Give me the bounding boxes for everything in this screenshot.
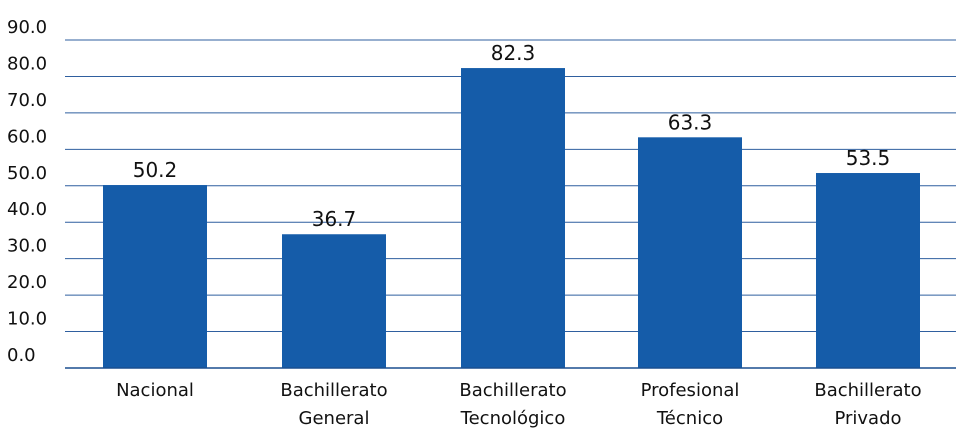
bar-0 bbox=[103, 185, 207, 368]
axis-layer: 0.0 10.0 20.0 30.0 40.0 50.0 60.0 70.0 80.0 90.0 N… bbox=[7, 17, 956, 429]
value-label-0: 50.2 bbox=[133, 158, 178, 182]
x-tick-label-3-line-1: Técnico bbox=[656, 408, 723, 429]
x-tick-label-3: Profesional Técnico bbox=[641, 380, 740, 429]
y-tick-label-1: 10.0 bbox=[7, 309, 47, 330]
bar-4 bbox=[816, 173, 920, 368]
x-tick-label-2-line-1: Tecnológico bbox=[460, 408, 566, 429]
bar-layer bbox=[103, 68, 920, 368]
x-tick-label-1-line-0: Bachillerato bbox=[280, 380, 387, 401]
y-tick-label-4: 40.0 bbox=[7, 199, 47, 220]
x-tick-label-3-line-0: Profesional bbox=[641, 380, 740, 401]
y-tick-label-7: 70.0 bbox=[7, 90, 47, 111]
bar-1 bbox=[282, 234, 386, 368]
x-tick-label-0: Nacional bbox=[116, 380, 194, 401]
y-tick-label-0: 0.0 bbox=[7, 345, 36, 366]
x-tick-label-2-line-0: Bachillerato bbox=[459, 380, 566, 401]
x-tick-label-2: Bachillerato Tecnológico bbox=[459, 380, 566, 429]
x-tick-label-4-line-1: Privado bbox=[834, 408, 901, 429]
y-tick-label-5: 50.0 bbox=[7, 163, 47, 184]
x-tick-label-4-line-0: Bachillerato bbox=[814, 380, 921, 401]
x-tick-label-1-line-1: General bbox=[299, 408, 370, 429]
bar-2 bbox=[461, 68, 565, 368]
y-tick-label-3: 30.0 bbox=[7, 236, 47, 257]
y-tick-label-6: 60.0 bbox=[7, 126, 47, 147]
bar-3 bbox=[638, 137, 742, 368]
y-tick-label-2: 20.0 bbox=[7, 272, 47, 293]
y-tick-label-8: 80.0 bbox=[7, 53, 47, 74]
x-tick-label-1: Bachillerato General bbox=[280, 380, 387, 429]
x-tick-label-4: Bachillerato Privado bbox=[814, 380, 921, 429]
value-label-2: 82.3 bbox=[491, 41, 536, 65]
value-label-3: 63.3 bbox=[668, 110, 713, 134]
y-tick-label-9: 90.0 bbox=[7, 17, 47, 38]
x-tick-label-0-line-0: Nacional bbox=[116, 380, 194, 401]
value-label-4: 53.5 bbox=[846, 146, 891, 170]
value-label-1: 36.7 bbox=[312, 207, 357, 231]
label-layer: 50.2 36.7 82.3 63.3 53.5 bbox=[133, 41, 891, 231]
